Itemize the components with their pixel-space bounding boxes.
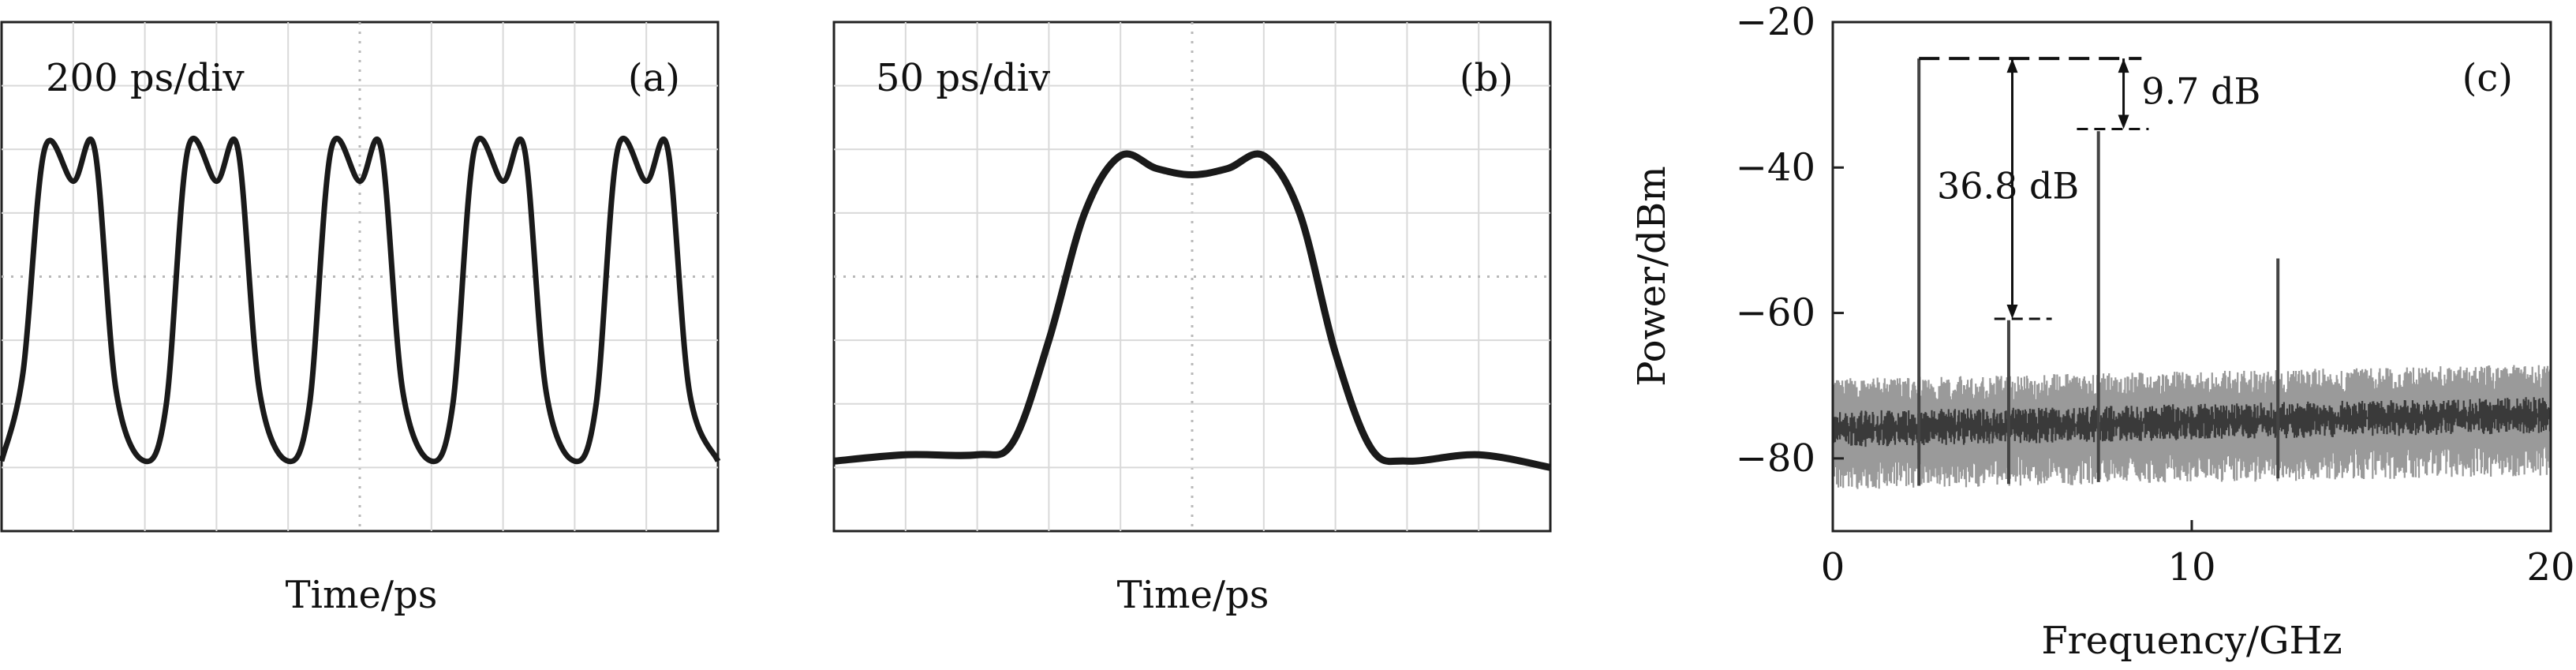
- panel-c-annotation-9-7: 9.7 dB: [2141, 70, 2260, 113]
- panel-b-timebase-label: 50 ps/div: [876, 56, 1050, 100]
- panel-c-ytick-label: −60: [1736, 291, 1815, 335]
- panel-c-arrow-36-8-tail: [2006, 58, 2018, 73]
- panel-c-xlabel: Frequency/GHz: [2041, 619, 2342, 663]
- panel-c-ytick-label: −80: [1736, 436, 1815, 481]
- panel-a-letter: (a): [628, 56, 680, 100]
- panel-c-arrow-36-8-head: [2006, 304, 2018, 319]
- panel-b: 50 ps/div (b) Time/ps: [832, 21, 1552, 617]
- panel-b-trace: [833, 150, 1551, 471]
- panel-b-letter: (b): [1460, 56, 1513, 100]
- panel-c-arrow-9-7-head: [2118, 114, 2129, 129]
- panel-c-spectrum: [1831, 58, 2552, 489]
- panel-c-arrow-9-7-tail: [2118, 58, 2129, 73]
- panel-c-ytick-label: −20: [1736, 0, 1815, 44]
- panel-c-xtick-label: 0: [1821, 545, 1845, 590]
- panel-c: −20 −40 −60 −80 0 10 20 9.7 dB 36.8 dB (c) Freq…: [1630, 0, 2575, 663]
- panel-a-timebase-label: 200 ps/div: [46, 56, 245, 100]
- panel-c-ticks: −20 −40 −60 −80 0 10 20: [1736, 0, 2575, 590]
- panel-c-xtick-label: 20: [2526, 545, 2574, 590]
- panel-c-ylabel: Power/dBm: [1630, 166, 1674, 386]
- panel-c-xtick-label: 10: [2167, 545, 2215, 590]
- panel-c-ytick-label: −40: [1736, 145, 1815, 189]
- panel-b-grid: [834, 22, 1550, 531]
- panel-a: 200 ps/div (a) Time/ps: [0, 21, 721, 617]
- panel-c-annotation-36-8: 36.8 dB: [1937, 164, 2079, 207]
- panel-a-xlabel: Time/ps: [286, 573, 438, 617]
- panel-c-annotations: 9.7 dB 36.8 dB: [1919, 57, 2260, 320]
- panel-b-xlabel: Time/ps: [1117, 573, 1269, 617]
- panel-c-letter: (c): [2462, 56, 2513, 100]
- panel-a-trace: [0, 135, 721, 465]
